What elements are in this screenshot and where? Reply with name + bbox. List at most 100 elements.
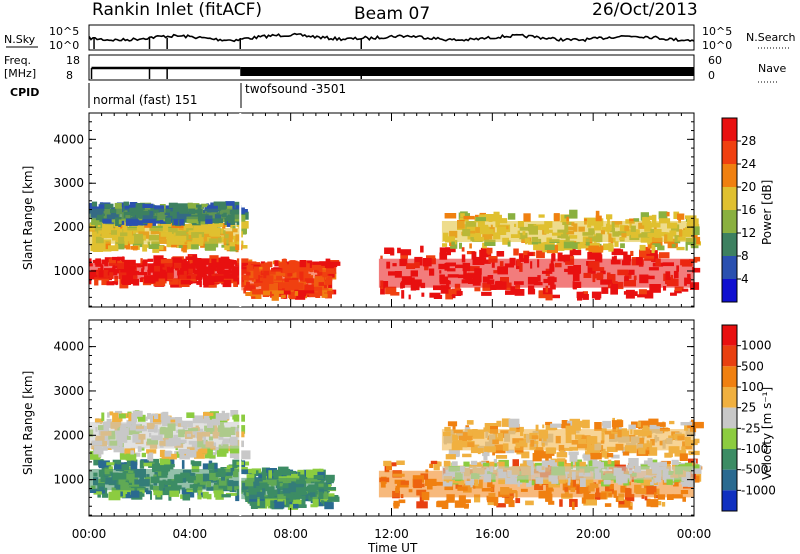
heatmap-cell-region-0 <box>89 277 92 285</box>
heatmap-cell-region-4 <box>634 291 638 296</box>
heatmap-cell-region-1 <box>206 220 218 228</box>
heatmap-cell-region-3 <box>328 275 333 282</box>
heatmap-cell-region-4 <box>458 480 465 486</box>
heatmap-cell-region-0 <box>211 258 217 267</box>
heatmap-cell-region-0 <box>102 487 106 495</box>
heatmap-cell-region-4 <box>640 477 651 486</box>
heatmap-cell-region-4 <box>639 249 647 258</box>
colorbar-segment <box>722 141 737 164</box>
heatmap-cell-region-1 <box>238 221 249 229</box>
colorbar-segment <box>722 279 737 302</box>
velocity-colorbar: 1000 500 100 25 -25 -100 -500 -1000 <box>721 324 776 512</box>
heatmap-cell-region-1 <box>230 453 235 458</box>
heatmap-cell-region-3 <box>618 501 625 505</box>
heatmap-cell-region-1 <box>182 244 187 253</box>
heatmap-cell-region-3 <box>429 463 434 468</box>
heatmap-cell-region-3 <box>383 460 392 467</box>
heatmap-cell-region-5 <box>484 239 496 246</box>
y-tick-label: 1000 <box>53 264 84 278</box>
heatmap-cell-region-3 <box>243 287 246 294</box>
freq-trace <box>90 66 694 79</box>
heatmap-cell-region-5 <box>448 449 460 456</box>
heatmap-cell-region-4 <box>433 285 442 291</box>
heatmap-cell-region-4 <box>670 292 677 296</box>
heatmap-cell-region-4 <box>448 289 457 296</box>
heatmap-cell-region-0 <box>185 256 194 260</box>
heatmap-cell-region-5 <box>556 452 568 458</box>
power-heatmap <box>89 201 701 301</box>
heatmap-cell-region-2 <box>278 466 289 476</box>
heatmap-cell-region-4 <box>643 246 651 254</box>
heatmap-cell-region-0 <box>105 487 108 494</box>
heatmap-cell-region-4 <box>571 461 576 466</box>
heatmap-cell-region-5 <box>639 244 646 251</box>
heatmap-cell-region-5 <box>475 214 479 220</box>
heatmap-cell-region-4 <box>567 478 571 486</box>
heatmap-cell-region-5 <box>566 216 569 225</box>
heatmap-cell-region-3 <box>650 499 659 508</box>
heatmap-cell-region-3 <box>454 500 466 508</box>
heatmap-cell-region-5 <box>563 240 575 249</box>
heatmap-cell-region-3 <box>646 498 651 507</box>
heatmap-cell-region-5 <box>631 421 643 428</box>
heatmap-cell-region-3 <box>446 494 455 503</box>
heatmap-cell-region-5 <box>594 422 602 431</box>
beam-title: Beam 07 <box>354 4 430 24</box>
heatmap-cell-region-5 <box>607 453 614 458</box>
heatmap-cell-region-0 <box>89 488 97 493</box>
heatmap-cell-region-1 <box>192 415 205 424</box>
heatmap-cell-region-4 <box>445 292 453 300</box>
heatmap-cell-region-0 <box>139 277 144 283</box>
heatmap-cell-region-4 <box>610 286 618 295</box>
freq-label-1: Freq. <box>4 54 31 67</box>
heatmap-cell-region-5 <box>544 244 555 250</box>
heatmap-cell-region-1 <box>191 244 199 250</box>
heatmap-cell-region-0 <box>235 492 241 502</box>
heatmap-cell-region-4 <box>442 480 453 487</box>
heatmap-cell-region-1 <box>142 244 148 252</box>
heatmap-cell-region-1 <box>237 245 248 249</box>
heatmap-cell-region-2 <box>201 203 209 208</box>
heatmap-cell-region-0 <box>202 276 215 285</box>
x-tick-label: 00:00 <box>677 527 712 541</box>
heatmap-cell-region-3 <box>267 261 273 268</box>
heatmap-cell-region-3 <box>661 502 666 507</box>
heatmap-cell-region-4 <box>480 247 489 255</box>
heatmap-cell-region-3 <box>393 500 399 509</box>
heatmap-cell-region-2 <box>321 500 327 504</box>
heatmap-cell-region-5 <box>466 420 474 425</box>
heatmap-cell-region-2 <box>225 201 235 210</box>
heatmap-cell-region-0 <box>182 494 191 501</box>
colorbar-tick-label: 1000 <box>741 339 772 353</box>
heatmap-cell-region-3 <box>623 499 627 508</box>
heatmap-cell-region-5 <box>607 217 610 225</box>
nsearch-tick-top: 10^5 <box>702 25 732 38</box>
heatmap-cell-region-0 <box>94 277 99 286</box>
heatmap-cell-region-5 <box>582 244 594 249</box>
velocity-heatmap <box>89 410 704 510</box>
heatmap-cell-region-3 <box>271 293 279 301</box>
heatmap-cell-region-0 <box>233 277 236 287</box>
heatmap-cell-region-4 <box>498 478 506 485</box>
heatmap-cell-region-1 <box>203 412 210 419</box>
heatmap-cell-region-5 <box>591 447 601 455</box>
power-ylabel: Slant Range [km] <box>21 166 35 270</box>
heatmap-cell-region-1 <box>125 453 137 461</box>
heatmap-cell-region-1 <box>130 245 139 250</box>
heatmap-cell-region-4 <box>644 255 655 261</box>
heatmap-cell-region-4 <box>415 286 420 291</box>
heatmap-cell-region-2 <box>187 202 193 212</box>
heatmap-cell-region-5 <box>550 423 562 428</box>
heatmap-cell-region-2 <box>324 502 334 510</box>
heatmap-cell-region-2 <box>152 218 157 226</box>
heatmap-cell-region-2 <box>327 482 332 491</box>
heatmap-cell-region-4 <box>517 480 520 487</box>
heatmap-cell-region-0 <box>143 462 155 467</box>
heatmap-cell-region-4 <box>521 463 527 468</box>
heatmap-cell-region-1 <box>94 223 98 232</box>
heatmap-cell-region-1 <box>144 220 155 228</box>
heatmap-cell-region-3 <box>416 501 428 509</box>
x-axis-label: Time UT <box>367 541 418 554</box>
heatmap-cell-region-5 <box>572 242 580 250</box>
heatmap-cell-region-4 <box>528 480 532 485</box>
